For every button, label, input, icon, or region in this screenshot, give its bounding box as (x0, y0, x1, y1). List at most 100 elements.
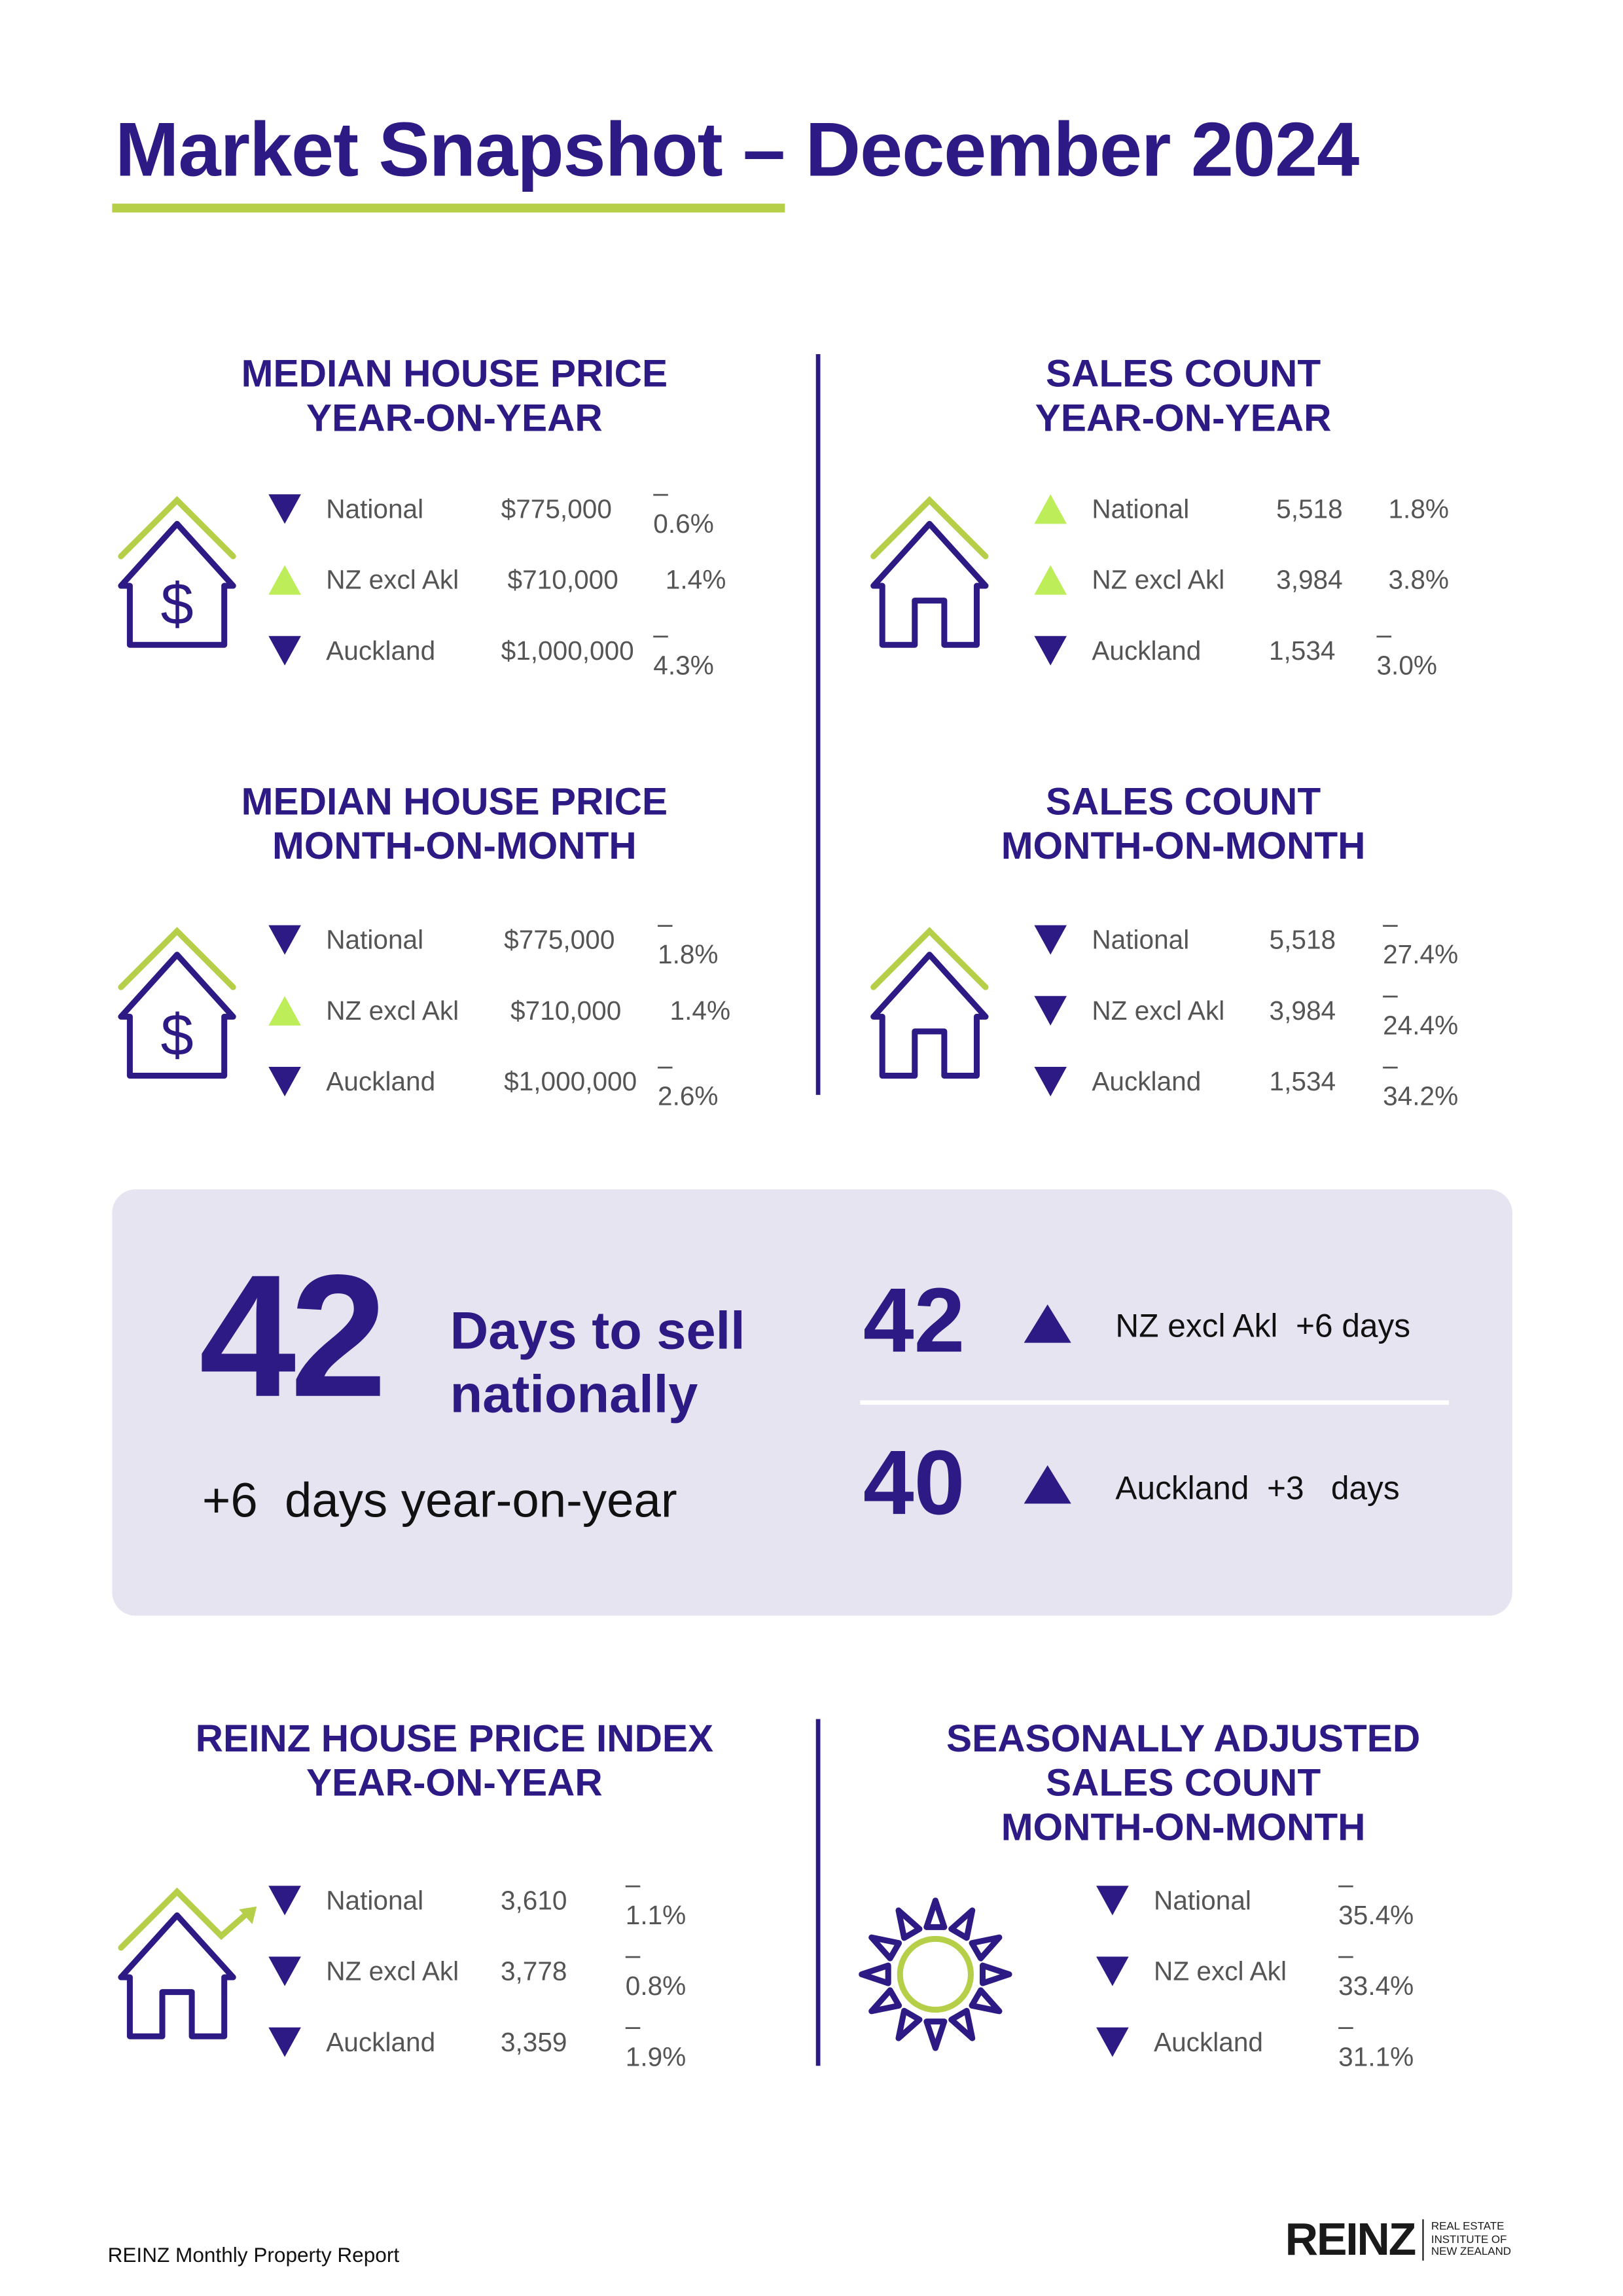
stat-row: National 5,518 1.8% (1034, 474, 1449, 545)
triangle-down-icon (268, 2027, 301, 2057)
triangle-down-icon (268, 1886, 301, 1916)
national-days-value: 42 (199, 1239, 387, 1435)
stats-list: National 5,518 1.8% NZ excl Akl 3,984 3.8% A… (1034, 474, 1449, 687)
stat-change: –34.2% (1383, 1050, 1459, 1111)
label-line: Days to sell (450, 1300, 745, 1361)
region-label: NZ excl Akl (326, 564, 459, 594)
logo-subtitle: REAL ESTATE INSTITUTE OF NEW ZEALAND (1431, 2219, 1512, 2259)
triangle-down-icon (1096, 1886, 1129, 1916)
divider (815, 1719, 821, 2066)
stat-value: $1,000,000 (504, 1066, 637, 1096)
section-heading: SALES COUNT MONTH-ON-MONTH (844, 779, 1523, 867)
stat-row: Auckland 3,359 –1.9% (268, 2007, 698, 2077)
stat-row: National 5,518 –27.4% (1034, 905, 1469, 975)
svg-text:$: $ (160, 571, 193, 637)
region-label: NZ excl Akl (326, 1956, 459, 1986)
stat-row: NZ excl Akl –33.4% (1096, 1936, 1424, 2007)
region-label: Auckland (326, 1066, 436, 1096)
stat-value: $775,000 (501, 493, 612, 524)
triangle-down-icon (268, 1067, 301, 1097)
stat-row: Auckland 1,534 –34.2% (1034, 1046, 1469, 1117)
region-label: Auckland (326, 2026, 436, 2056)
region-label: NZ excl Akl (1154, 1956, 1287, 1986)
region-label: National (1092, 924, 1190, 954)
triangle-down-icon (268, 494, 301, 524)
region-days-text: Auckland +3 days (1115, 1469, 1400, 1507)
heading-line: SALES COUNT (1046, 1760, 1321, 1805)
stat-value: 3,610 (500, 1885, 567, 1915)
region-label: Auckland (1092, 635, 1202, 665)
stat-change: –1.9% (625, 2011, 687, 2072)
logo-line: NEW ZEALAND (1431, 2244, 1512, 2258)
heading-line: YEAR-ON-YEAR (306, 1760, 603, 1805)
heading-line: MONTH-ON-MONTH (1001, 823, 1366, 868)
stat-row: National 3,610 –1.1% (268, 1865, 698, 1936)
stat-change: –24.4% (1383, 979, 1459, 1041)
stat-value: 5,518 (1276, 493, 1343, 524)
heading-line: MONTH-ON-MONTH (1001, 1804, 1366, 1849)
stat-change: –35.4% (1338, 1869, 1414, 1930)
triangle-up-icon (1024, 1465, 1071, 1504)
triangle-down-icon (1034, 996, 1067, 1026)
logo-line: REAL ESTATE (1431, 2219, 1505, 2233)
stat-change: –2.6% (658, 1050, 719, 1111)
house-dollar-icon: $ (115, 494, 239, 664)
stat-value: $710,000 (510, 995, 622, 1025)
section-heading: SEASONALLY ADJUSTED SALES COUNT MONTH-ON-M… (844, 1716, 1523, 1849)
stat-change: –27.4% (1383, 908, 1459, 970)
stat-change: –0.8% (625, 1940, 687, 2001)
stats-list: National $775,000 –1.8% NZ excl Akl $710,00… (268, 905, 730, 1117)
page-title: Market Snapshot – December 2024 (115, 107, 1359, 194)
house-dollar-icon: $ (115, 925, 239, 1095)
stat-row: National –35.4% (1096, 1865, 1424, 1936)
region-label: NZ excl Akl (1092, 564, 1225, 594)
stats-list: National 5,518 –27.4% NZ excl Akl 3,984 –24.… (1034, 905, 1469, 1117)
region-label: National (326, 493, 424, 524)
triangle-up-icon (1024, 1304, 1071, 1343)
national-days-change: +6 days year-on-year (202, 1472, 677, 1528)
heading-line: YEAR-ON-YEAR (306, 395, 603, 440)
region-label: National (326, 1885, 424, 1915)
stats-list: National $775,000 –0.6% NZ excl Akl $710,00… (268, 474, 726, 687)
stat-value: $710,000 (507, 564, 618, 594)
stat-value: 3,984 (1276, 564, 1343, 594)
svg-text:$: $ (160, 1002, 193, 1068)
heading-line: SALES COUNT (1046, 779, 1321, 824)
triangle-down-icon (268, 1956, 301, 1986)
section-heading: REINZ HOUSE PRICE INDEX YEAR-ON-YEAR (115, 1716, 794, 1804)
region-label: Auckland (1092, 1066, 1202, 1096)
triangle-down-icon (1034, 1067, 1067, 1097)
triangle-up-icon (268, 565, 301, 595)
heading-line: SEASONALLY ADJUSTED (946, 1715, 1421, 1761)
stat-value: 3,778 (500, 1956, 567, 1986)
house-growth-icon (115, 1886, 262, 2055)
heading-line: REINZ HOUSE PRICE INDEX (195, 1715, 714, 1761)
stat-row: NZ excl Akl 3,984 3.8% (1034, 545, 1449, 615)
section-heading: SALES COUNT YEAR-ON-YEAR (844, 351, 1523, 440)
stat-change: –1.8% (658, 908, 719, 970)
region-label: Auckland (1154, 2026, 1263, 2056)
stat-row: National $775,000 –1.8% (268, 905, 730, 975)
stat-value: $1,000,000 (501, 635, 634, 665)
reinz-logo: REINZ REAL ESTATE INSTITUTE OF NEW ZEALA… (1285, 2214, 1511, 2267)
region-label: National (326, 924, 424, 954)
national-days-label: Days to sell nationally (450, 1299, 745, 1426)
panel-divider (860, 1400, 1449, 1405)
stat-row: NZ excl Akl 3,778 –0.8% (268, 1936, 698, 2007)
footer-report-name: REINZ Monthly Property Report (107, 2242, 400, 2267)
region-days-value: 42 (863, 1270, 965, 1372)
stat-row: Auckland –31.1% (1096, 2007, 1424, 2077)
label-line: nationally (450, 1363, 698, 1424)
region-label: National (1154, 1885, 1251, 1915)
stat-change: –31.1% (1338, 2011, 1414, 2072)
triangle-down-icon (1096, 2027, 1129, 2057)
section-heading: MEDIAN HOUSE PRICE MONTH-ON-MONTH (115, 779, 794, 867)
divider (815, 354, 821, 1095)
stat-change: 1.8% (1388, 493, 1449, 524)
stat-row: Auckland $1,000,000 –4.3% (268, 615, 726, 686)
house-icon (868, 925, 991, 1095)
stat-row: Auckland $1,000,000 –2.6% (268, 1046, 730, 1117)
triangle-down-icon (1034, 925, 1067, 955)
stat-row: National $775,000 –0.6% (268, 474, 726, 545)
